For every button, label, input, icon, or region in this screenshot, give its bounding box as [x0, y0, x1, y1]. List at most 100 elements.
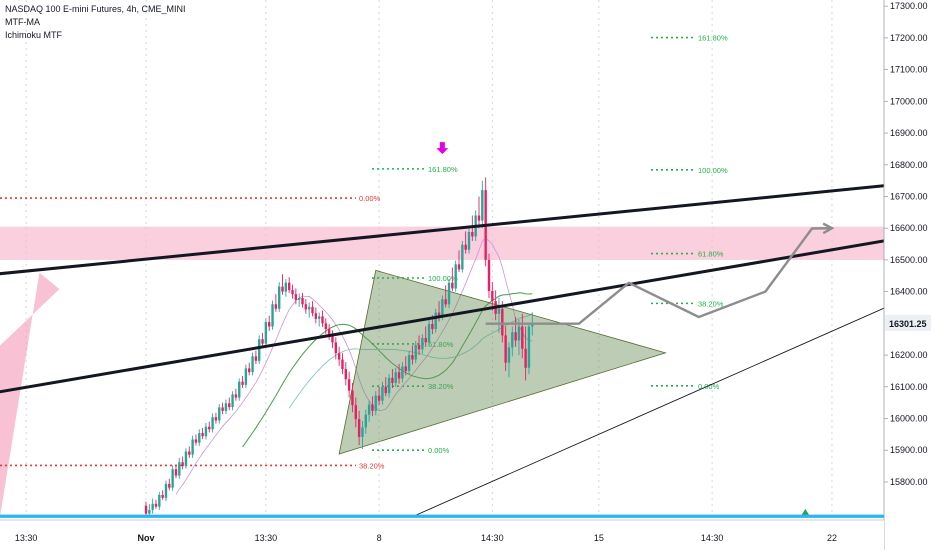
candle-body	[427, 323, 431, 343]
candle-body	[374, 395, 377, 411]
candle-body	[154, 503, 158, 507]
candle-body	[361, 427, 364, 437]
candle-body	[158, 494, 161, 507]
candle-body	[268, 322, 271, 327]
down-arrow-icon	[436, 142, 449, 155]
price-tick-label: 17100.00	[890, 65, 928, 75]
candle-body	[184, 451, 188, 467]
candle-body	[297, 297, 301, 300]
candle-body	[284, 282, 288, 292]
candle-body	[454, 264, 457, 289]
candle-body	[501, 308, 504, 336]
candle-body	[148, 509, 151, 514]
candle-body	[471, 232, 474, 237]
candle-body	[228, 403, 231, 408]
candle-body	[504, 335, 507, 363]
candle-body	[377, 395, 381, 401]
price-tick-label: 16600.00	[890, 223, 928, 233]
candle-body	[264, 322, 268, 344]
candle-body	[181, 462, 184, 467]
candle-body	[467, 232, 471, 250]
candle-body	[347, 379, 351, 391]
candle-body	[211, 417, 214, 430]
price-tick-label: 16900.00	[890, 128, 928, 138]
candle-body	[441, 299, 444, 318]
candle-body	[324, 323, 328, 330]
price-tick-label: 16200.00	[890, 350, 928, 360]
candle-body	[178, 462, 181, 476]
candle-body	[404, 366, 407, 371]
candle-body	[447, 282, 451, 305]
candle-body	[294, 294, 298, 300]
ichimoku-line	[288, 313, 533, 409]
candle-body	[204, 426, 208, 437]
candle-body	[487, 259, 491, 291]
price-tick-label: 17000.00	[890, 96, 928, 106]
candle-body	[271, 304, 274, 327]
time-tick-label: 15	[594, 533, 604, 543]
candle-body	[168, 483, 171, 488]
fib-left-level-label: 38.20%	[359, 461, 385, 470]
projection-gray-path	[485, 227, 833, 325]
candle-body	[304, 304, 308, 310]
candle-body	[287, 282, 291, 291]
candle-body	[198, 433, 201, 443]
price-tick-label: 17200.00	[890, 33, 928, 43]
candle-body	[357, 419, 361, 437]
candle-body	[527, 326, 531, 368]
fib-right-level-label: 0.00%	[698, 382, 720, 391]
candle-body	[161, 494, 164, 498]
candle-body	[144, 505, 148, 514]
fib-right-level-label: 100.00%	[698, 166, 728, 175]
candle-body	[311, 306, 314, 314]
candle-body	[394, 372, 397, 383]
price-tick-label: 17300.00	[890, 1, 928, 11]
candle-body	[457, 264, 461, 270]
price-tick-label: 16700.00	[890, 191, 928, 201]
candle-body	[174, 469, 178, 476]
candle-body	[327, 329, 331, 336]
price-tick-label: 16400.00	[890, 287, 928, 297]
candle-body	[341, 359, 344, 370]
price-tick-label: 15800.00	[890, 477, 928, 487]
candle-body	[464, 244, 467, 250]
candle-body	[214, 417, 218, 421]
candle-body	[371, 404, 374, 411]
candle-body	[164, 483, 168, 498]
candle-body	[401, 366, 404, 379]
candle-body	[201, 433, 204, 437]
candle-body	[407, 355, 411, 371]
fib-mid-level-label: 161.80%	[428, 165, 458, 174]
candle-body	[337, 353, 341, 360]
fib-right-level-label: 61.80%	[698, 250, 724, 259]
time-tick-label: 22	[827, 533, 837, 543]
fib-mid-level-label: 38.20%	[428, 382, 454, 391]
candle-body	[218, 407, 221, 421]
candle-body	[384, 386, 387, 394]
candle-body	[364, 414, 367, 428]
candle-body	[367, 404, 371, 415]
trendline-channel-top	[0, 179, 932, 276]
candle-body	[421, 337, 424, 350]
candle-body	[331, 335, 334, 343]
fib-right-level-label: 38.20%	[698, 299, 724, 308]
price-tick-label: 16500.00	[890, 255, 928, 265]
candle-body	[451, 282, 454, 289]
candle-body	[354, 405, 357, 420]
candle-body	[461, 244, 464, 270]
candle-body	[387, 377, 391, 394]
candle-body	[191, 439, 194, 455]
fib-left-level-label: 0.00%	[359, 194, 381, 203]
candle-body	[431, 323, 434, 330]
indicator-ichimoku: Ichimoku MTF	[5, 30, 63, 40]
candle-body	[424, 337, 427, 343]
candle-body	[417, 344, 421, 350]
candle-body	[254, 356, 258, 361]
candle-body	[221, 407, 224, 411]
candle-body	[397, 372, 401, 379]
candle-body	[514, 332, 517, 341]
candle-body	[511, 332, 514, 348]
candle-body	[491, 290, 494, 302]
projection-gray-arrow	[822, 222, 835, 235]
